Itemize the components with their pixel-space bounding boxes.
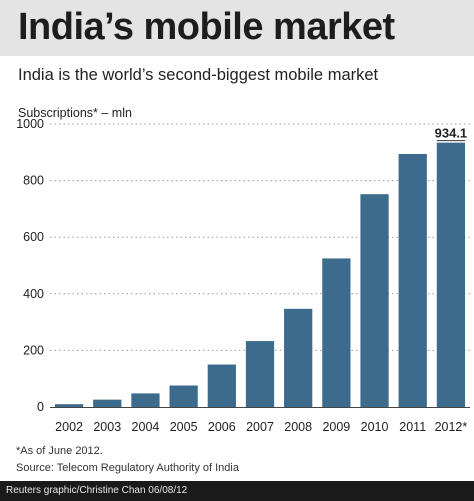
x-tick-label-8: 2010 xyxy=(361,420,389,434)
x-tick-label-3: 2005 xyxy=(170,420,198,434)
source-note: Source: Telecom Regulatory Authority of … xyxy=(16,462,239,474)
x-tick-label-1: 2003 xyxy=(93,420,121,434)
notes: *As of June 2012. Source: Telecom Regula… xyxy=(16,443,239,477)
bar-2012* xyxy=(436,142,466,407)
bar-chart: Subscriptions* – mln 0 200 400 600 800 1000 2… xyxy=(16,106,470,434)
x-tick-label-7: 2009 xyxy=(322,420,350,434)
y-tick-label-5: 1000 xyxy=(16,117,44,131)
bar-2004 xyxy=(131,393,160,407)
x-tick-label-10: 2012* xyxy=(435,420,468,434)
bar-2005 xyxy=(169,385,198,407)
y-tick-label-3: 600 xyxy=(23,230,44,244)
x-tick-label-9: 2011 xyxy=(399,420,426,434)
title-bar: India’s mobile market xyxy=(0,0,474,56)
bar-2008 xyxy=(284,308,313,407)
bar-2007 xyxy=(245,341,275,407)
value-labels: 934.1 xyxy=(435,126,468,142)
bar-2011 xyxy=(398,153,427,407)
x-tick-label-4: 2006 xyxy=(208,420,236,434)
x-tick-labels: 2002 2003 2004 2005 2006 2007 2008 2009 2010 2011… xyxy=(55,420,467,434)
y-tick-label-1: 200 xyxy=(23,343,44,357)
chart-subtitle: India is the world’s second-biggest mobi… xyxy=(18,66,379,84)
footnote: *As of June 2012. xyxy=(16,445,103,457)
value-label-10: 934.1 xyxy=(435,126,468,141)
bar-2009 xyxy=(322,258,351,407)
x-tick-label-5: 2007 xyxy=(246,420,274,434)
chart-area: Subscriptions* – mln 0 200 400 600 800 1000 2… xyxy=(16,106,470,434)
bar-2010 xyxy=(360,194,389,407)
bar-2002 xyxy=(54,404,84,407)
bars xyxy=(54,142,466,407)
y-tick-labels: 0 200 400 600 800 1000 xyxy=(16,117,44,414)
chart-title: India’s mobile market xyxy=(18,6,395,48)
x-tick-label-0: 2002 xyxy=(55,420,83,434)
credit-footer: Reuters graphic/Christine Chan 06/08/12 xyxy=(0,481,474,501)
x-tick-label-2: 2004 xyxy=(132,420,160,434)
y-tick-label-2: 400 xyxy=(23,287,44,301)
bar-2003 xyxy=(93,399,122,407)
x-tick-label-6: 2008 xyxy=(284,420,312,434)
y-axis-label: Subscriptions* – mln xyxy=(18,106,132,120)
bar-2006 xyxy=(207,364,236,407)
y-tick-label-4: 800 xyxy=(23,174,44,188)
y-tick-label-0: 0 xyxy=(37,400,44,414)
